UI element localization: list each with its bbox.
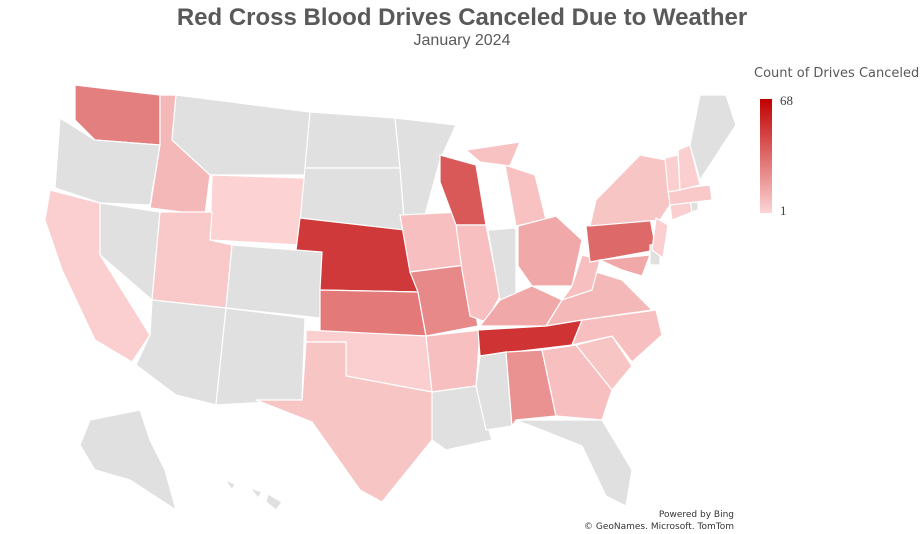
state-mi[interactable] [504,164,547,227]
legend-max-label: 68 [780,93,793,108]
state-wv[interactable] [560,254,601,302]
state-mi[interactable] [464,141,521,167]
state-hi[interactable] [248,486,263,500]
state-me[interactable] [689,94,737,182]
state-ak[interactable] [79,409,177,512]
legend-min-label: 1 [780,203,787,218]
state-ks[interactable] [319,289,427,337]
state-hi[interactable] [265,493,283,511]
state-al[interactable] [505,349,557,428]
legend-color-scale [760,99,772,213]
state-co[interactable] [225,244,323,319]
state-fl[interactable] [515,419,633,507]
state-nd[interactable] [304,111,401,169]
attribution-copyright: © GeoNames. Microsoft. TomTom [583,522,734,532]
state-ar[interactable] [425,329,481,393]
state-ms[interactable] [475,351,513,431]
state-mo[interactable] [409,264,479,337]
state-ny[interactable] [589,154,671,227]
legend-title: Count of Drives Canceled [754,66,920,81]
state-oh[interactable] [517,215,583,287]
chart-title: Red Cross Blood Drives Canceled Due to W… [176,4,748,31]
state-az[interactable] [135,299,227,406]
state-vt[interactable] [664,154,681,193]
state-nj[interactable] [651,217,669,260]
state-md[interactable] [597,254,651,277]
attribution-powered-by: Powered by Bing [658,510,734,520]
state-ga[interactable] [541,344,613,421]
state-tx[interactable] [255,341,433,503]
state-la[interactable] [431,385,493,451]
chart-subtitle: January 2024 [413,32,511,49]
state-ky[interactable] [478,285,563,327]
state-nm[interactable] [215,307,306,406]
state-nh[interactable] [677,144,701,191]
state-wy[interactable] [209,174,306,246]
state-hi[interactable] [223,478,236,492]
state-mt[interactable] [171,94,311,176]
